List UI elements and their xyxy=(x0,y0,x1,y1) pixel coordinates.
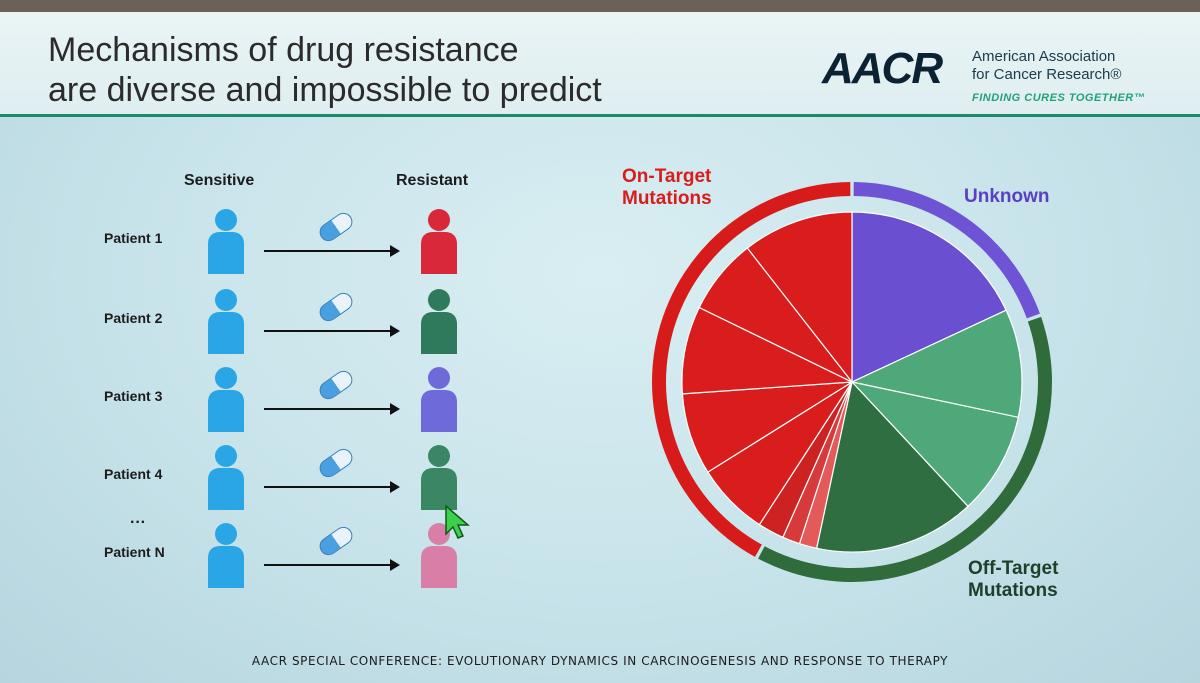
mouse-cursor-icon xyxy=(445,504,470,539)
pill-icon xyxy=(316,289,356,325)
label-off-target-line-1: Off-Target xyxy=(968,558,1059,579)
patient-label: Patient 1 xyxy=(104,230,163,246)
pill-icon xyxy=(316,209,356,245)
patient-label: Patient 4 xyxy=(104,466,163,482)
title-line-1: Mechanisms of drug resistance xyxy=(48,31,519,69)
sensitive-person-icon xyxy=(208,523,244,588)
outer-ring-unknown xyxy=(853,182,1040,319)
sensitive-person-icon xyxy=(208,289,244,354)
resistant-person-icon xyxy=(421,445,457,510)
pill-icon xyxy=(316,367,356,403)
slide-title: Mechanisms of drug resistance are divers… xyxy=(48,30,602,110)
logo-name-line-1: American Association xyxy=(972,48,1116,65)
pill-icon xyxy=(316,523,356,559)
column-resistant: Resistant xyxy=(396,172,469,189)
resistance-pie-chart xyxy=(652,182,1052,582)
arrow-icon xyxy=(264,245,400,257)
patient-label: Patient 3 xyxy=(104,388,163,404)
patient-label: Patient 2 xyxy=(104,310,163,326)
label-unknown: Unknown xyxy=(964,186,1050,207)
logo-name: American Association for Cancer Research… xyxy=(972,48,1121,84)
sensitive-person-icon xyxy=(208,209,244,274)
arrow-icon xyxy=(264,403,400,415)
slide-header: Mechanisms of drug resistance are divers… xyxy=(0,12,1200,116)
title-line-2: are diverse and impossible to predict xyxy=(48,71,602,109)
pie-slice-3 xyxy=(850,381,1019,508)
arrow-icon xyxy=(264,481,400,493)
top-band xyxy=(0,0,1200,12)
logo-tagline: FINDING CURES TOGETHER™ xyxy=(972,92,1146,104)
ellipsis: ··· xyxy=(130,514,146,531)
logo-mark: AACR xyxy=(822,44,943,93)
pie-slice-1 xyxy=(851,211,1007,383)
sensitive-person-icon xyxy=(208,367,244,432)
resistant-person-icon xyxy=(421,367,457,432)
pie-slice-4 xyxy=(815,380,969,553)
patient-label: Patient N xyxy=(104,544,165,560)
sensitive-person-icon xyxy=(208,445,244,510)
header-rule xyxy=(0,114,1200,117)
aacr-logo: AACR American Association for Cancer Res… xyxy=(822,42,1162,112)
label-on-target: On-Target Mutations xyxy=(622,166,712,210)
label-on-target-line-2: Mutations xyxy=(622,188,712,209)
column-sensitive: Sensitive xyxy=(184,172,255,189)
resistant-person-icon xyxy=(421,523,457,588)
pill-icon xyxy=(316,445,356,481)
label-on-target-line-1: On-Target xyxy=(622,166,712,187)
label-off-target-line-2: Mutations xyxy=(968,580,1058,601)
conference-footer: AACR SPECIAL CONFERENCE: EVOLUTIONARY DY… xyxy=(251,654,949,668)
arrow-icon xyxy=(264,559,400,571)
arrow-icon xyxy=(264,325,400,337)
pie-slice-10 xyxy=(681,306,855,395)
resistant-person-icon xyxy=(421,289,457,354)
logo-name-line-2: for Cancer Research® xyxy=(972,66,1122,83)
pie-slice-12 xyxy=(746,211,853,384)
label-off-target: Off-Target Mutations xyxy=(968,558,1058,602)
resistant-person-icon xyxy=(421,209,457,274)
